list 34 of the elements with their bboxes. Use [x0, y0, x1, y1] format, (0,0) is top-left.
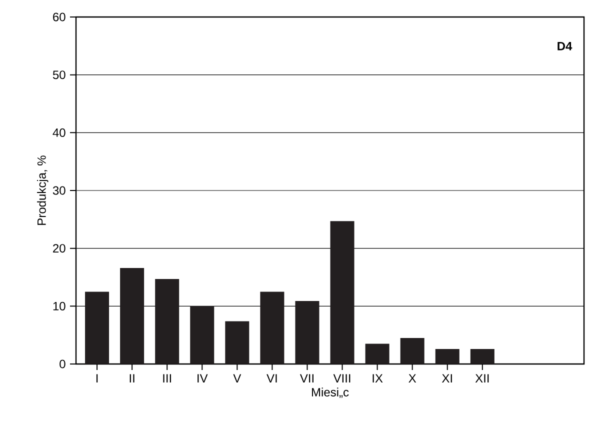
- x-axis-title: Miesi„c: [312, 388, 349, 398]
- x-tick-label: I: [96, 374, 98, 382]
- bar: [470, 348, 494, 364]
- x-tick-label: VII: [300, 374, 314, 382]
- x-tick-label: V: [233, 374, 242, 382]
- bar: [120, 268, 144, 364]
- bar: [225, 321, 250, 364]
- bar: [260, 292, 284, 364]
- x-tick-label: IX: [372, 374, 383, 382]
- bar: [365, 344, 390, 364]
- x-tick-label: VIII: [333, 374, 350, 382]
- y-tick-label: 30: [52, 186, 66, 195]
- bar: [435, 348, 460, 364]
- bar: [295, 300, 320, 364]
- x-tick-label: II: [130, 374, 134, 382]
- x-tick-label: IV: [198, 374, 208, 382]
- bar: [400, 338, 424, 364]
- y-tick-label: 10: [53, 302, 66, 310]
- x-tick-label: VI: [266, 374, 277, 382]
- x-tick-label: X: [408, 374, 416, 382]
- y-tick-label: 0: [60, 360, 66, 368]
- y-tick-label: 40: [52, 128, 66, 137]
- y-tick-label: 20: [53, 244, 66, 253]
- y-tick-label: 50: [52, 70, 66, 80]
- text: D4: [558, 42, 572, 50]
- bar: [155, 278, 180, 364]
- bar: [330, 221, 354, 364]
- x-tick-label: XII: [475, 374, 489, 382]
- x-tick-label: III: [163, 374, 171, 382]
- x-tick-label: XI: [442, 374, 452, 382]
- bar: [190, 306, 214, 364]
- bar: [85, 292, 110, 364]
- y-axis-title: Produkcja, %: [37, 156, 48, 225]
- y-tick-label: 60: [53, 12, 66, 22]
